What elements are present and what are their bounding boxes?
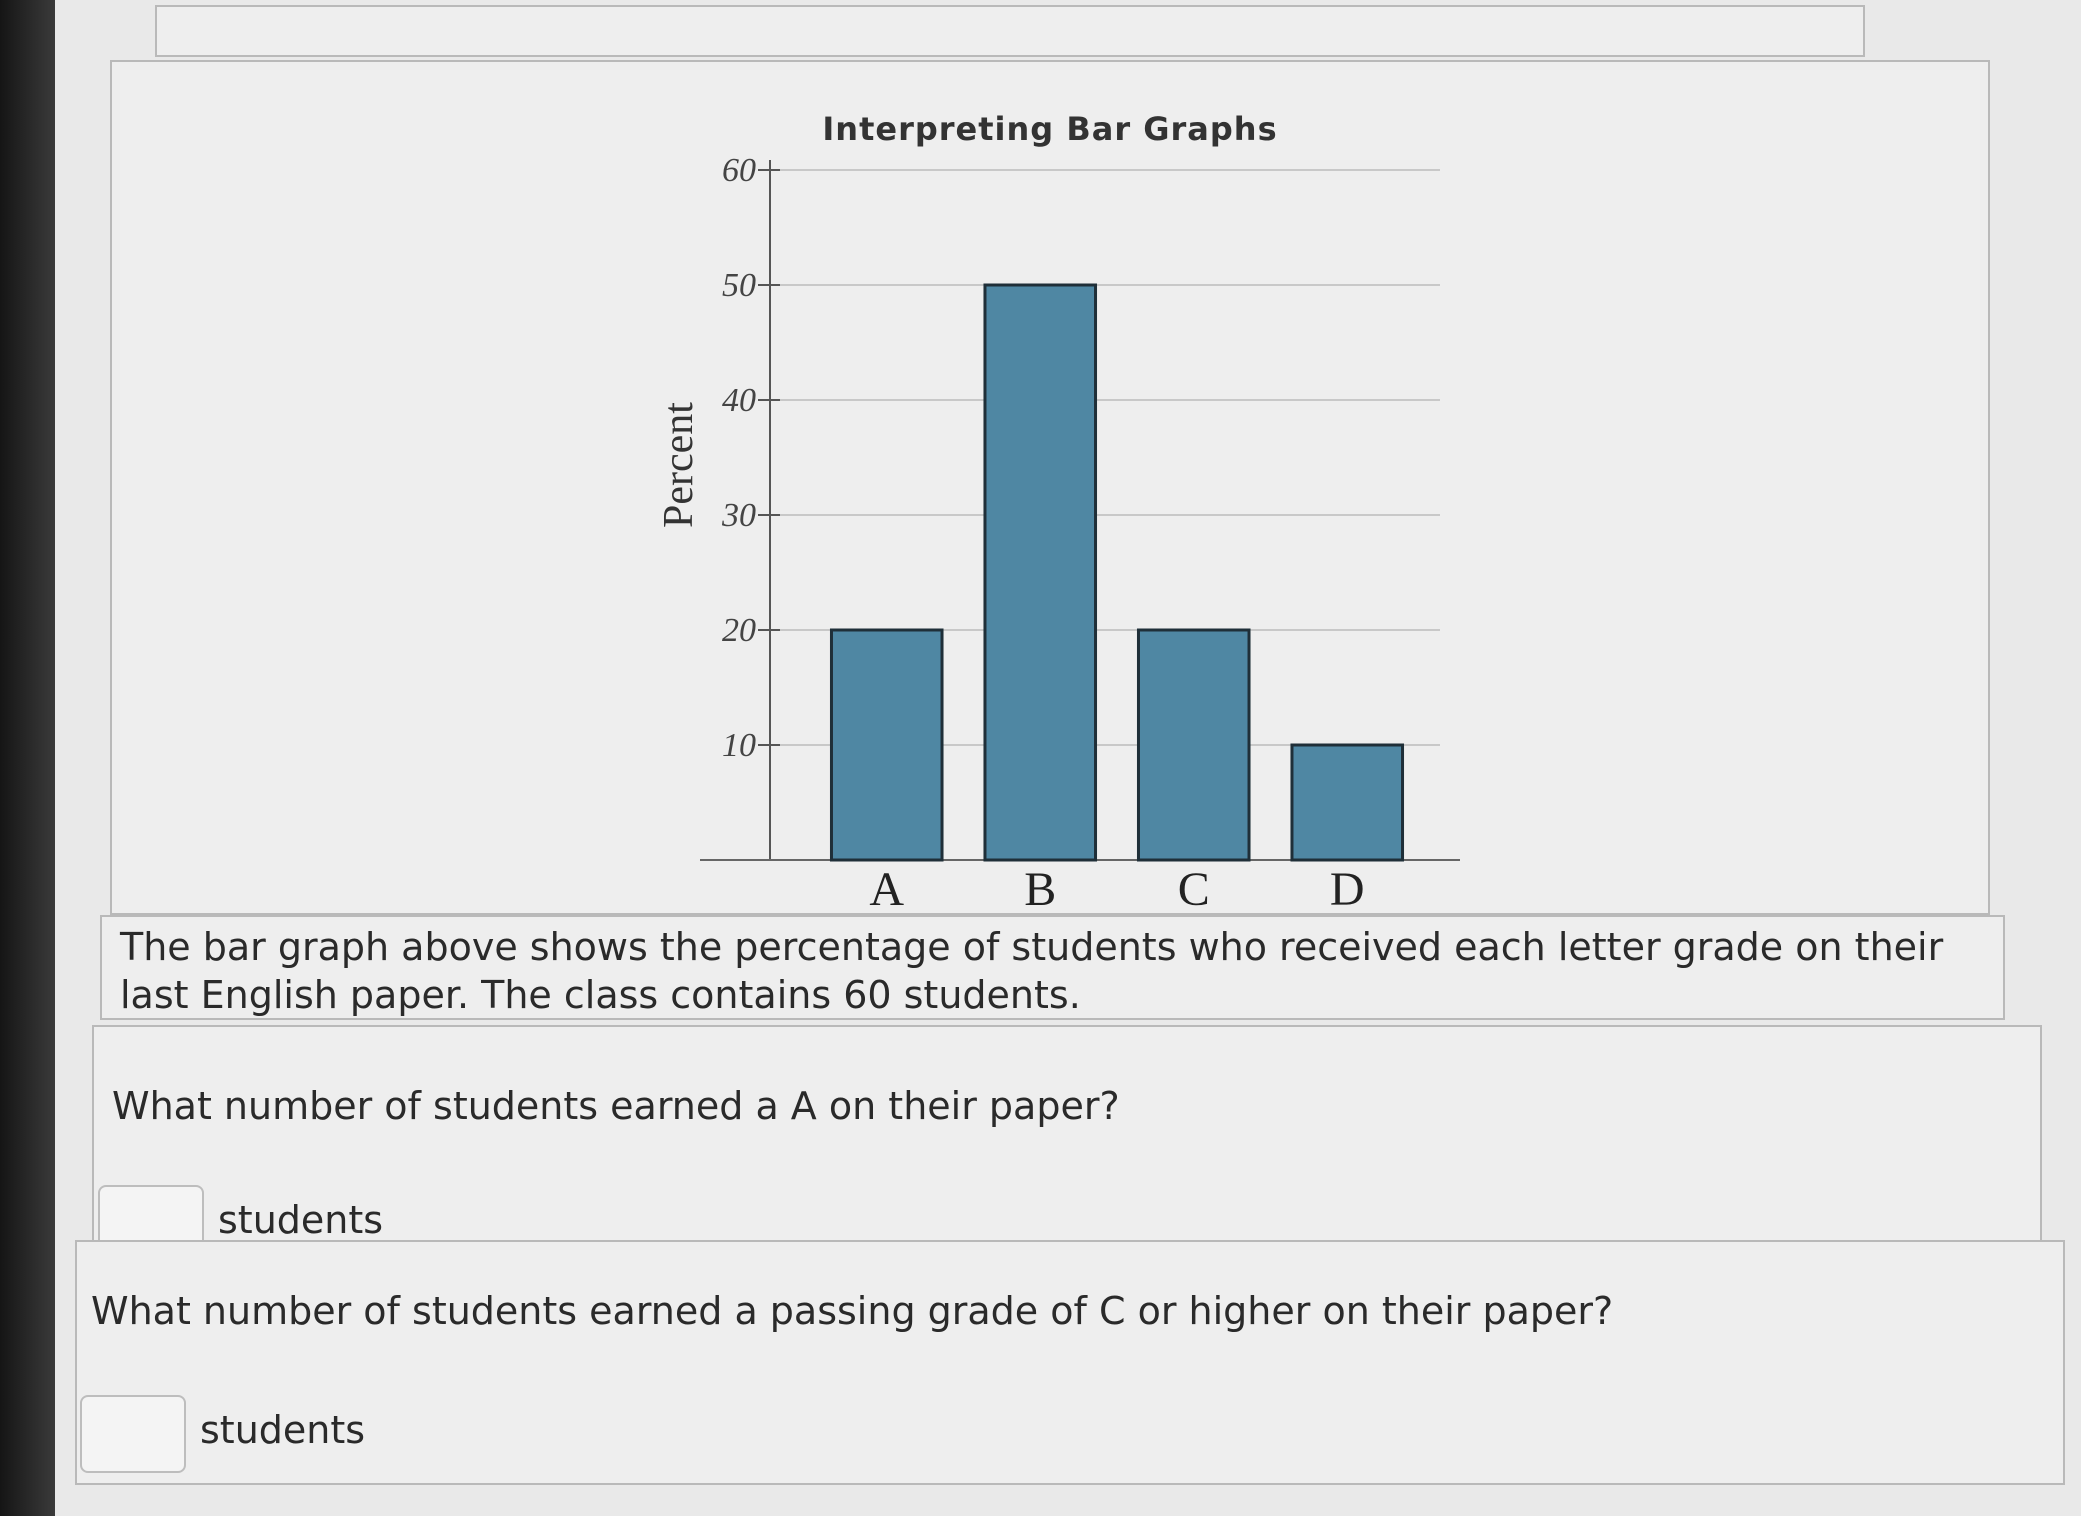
answer-input[interactable] [80, 1395, 186, 1473]
bar [829, 628, 944, 862]
page-title: Interpreting Bar Graphs [822, 110, 1278, 148]
y-axis-label: Percent [656, 402, 702, 528]
prompt-text: The bar graph above shows the percentage… [120, 925, 1944, 1017]
x-tick-label: C [1178, 863, 1210, 916]
unit-label: students [218, 1198, 384, 1242]
x-tick-label: D [1330, 863, 1365, 916]
question-text: What number of students earned a A on th… [112, 1084, 1120, 1128]
question-text: What number of students earned a passing… [91, 1289, 1614, 1333]
bar [983, 283, 1098, 862]
header-panel [155, 5, 1865, 57]
y-tick-label: 20 [722, 612, 756, 649]
question-panel: What number of students earned a passing… [75, 1240, 2065, 1485]
y-tick-label: 30 [721, 497, 756, 534]
x-tick-label: B [1024, 863, 1056, 916]
bar-chart: 10 20 30 40 50 60 Percent A B C D [656, 152, 1460, 916]
prompt-panel: The bar graph above shows the percentage… [100, 915, 2005, 1020]
y-tick-label: 40 [722, 382, 756, 419]
unit-label: students [200, 1408, 366, 1452]
y-tick-label: 50 [722, 267, 756, 304]
screen-bezel [0, 0, 55, 1516]
bar [1136, 628, 1251, 862]
y-tick-label: 60 [722, 152, 756, 189]
y-tick-label: 10 [722, 727, 756, 764]
bar [1290, 743, 1405, 862]
x-tick-label: A [869, 863, 904, 916]
question-panel: What number of students earned a A on th… [92, 1025, 2042, 1265]
